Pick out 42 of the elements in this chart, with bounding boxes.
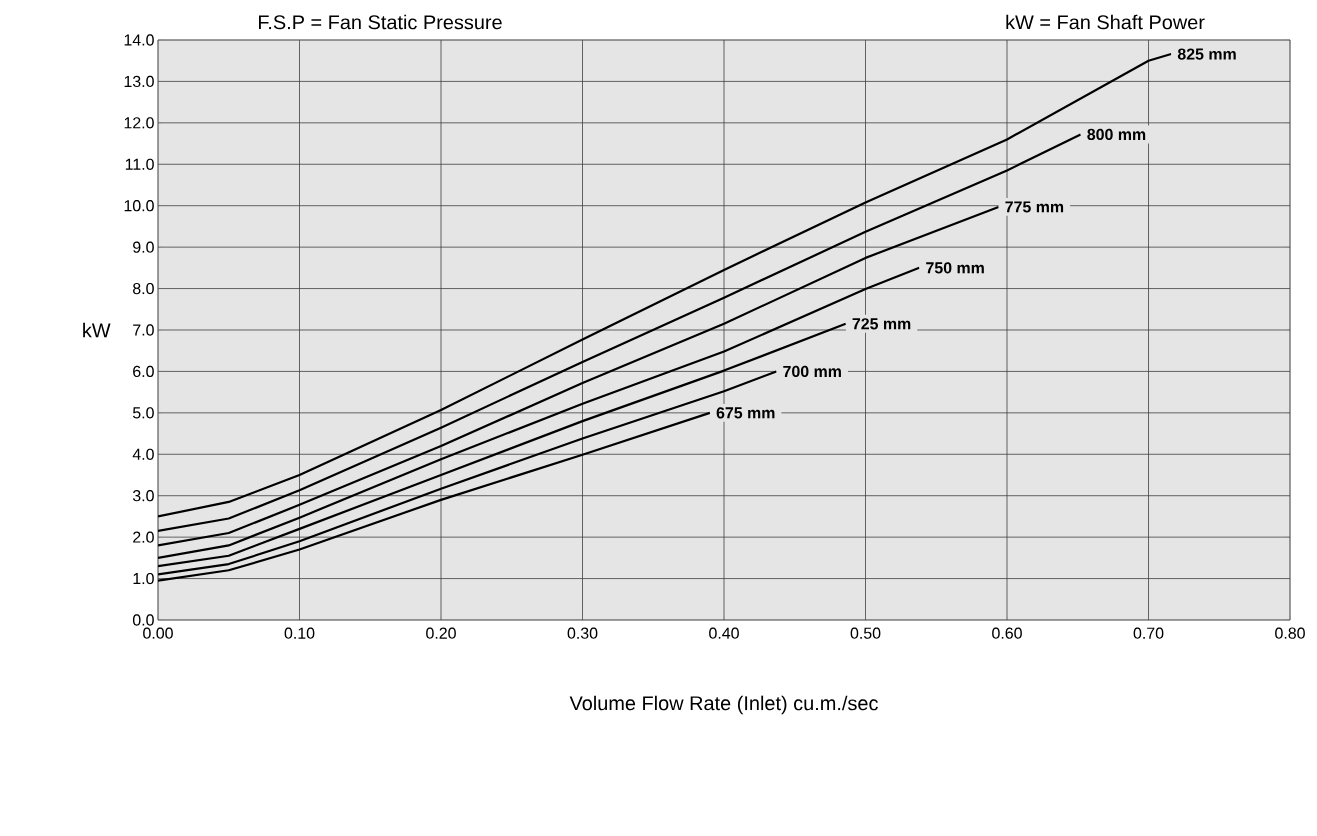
x-tick-label: 0.50 [850,627,881,639]
y-tick-label: 14.0 [124,34,154,46]
y-tick-label: 4.0 [132,448,154,460]
y-tick-label: 8.0 [133,282,154,295]
y-tick-label: 3.0 [132,490,154,502]
y-axis-title: kW [83,322,111,338]
line-series [158,370,778,576]
text: F.S.P = Fan Static Pressure [259,14,502,30]
x-tick-label: 0.00 [143,627,173,639]
line-series [158,411,711,582]
x-tick-label: 0.60 [992,627,1022,639]
x-tick-label: 0.40 [709,627,739,639]
y-tick-label: 11.0 [125,158,154,170]
y-tick-label: 7.0 [133,324,154,336]
series-label: 750 mm [926,262,984,274]
series-label: 700 mm [783,365,841,378]
line-series [158,205,1000,547]
series-label: 775 mm [1005,201,1064,213]
x-tick-label: 0.80 [1275,627,1305,639]
y-tick-label: 9.0 [133,241,154,253]
x-tick-label: 0.30 [567,627,598,639]
series-label: 725 mm [852,318,911,330]
y-tick-label: 1.0 [133,572,154,585]
text: kW = Fan Shaft Power [1006,14,1205,30]
x-tick-label: 0.10 [284,627,315,639]
x-axis-title: Volume Flow Rate (Inlet) cu.m./sec [569,695,878,715]
y-tick-label: 10.0 [124,200,154,212]
x-tick-label: 0.70 [1133,627,1164,639]
series-label: 825 mm [1177,48,1236,60]
y-tick-label: 13.0 [124,75,154,88]
y-tick-label: 2.0 [133,531,154,543]
line-series [158,133,1082,533]
line-series [158,52,1173,518]
y-tick-label: 12.0 [124,117,154,129]
y-tick-label: 5.0 [132,407,154,419]
line-series [158,322,847,568]
y-tick-label: 0.0 [132,614,154,626]
y-tick-label: 6.0 [133,365,154,378]
line-series [158,266,921,559]
series-label: 675 mm [716,407,775,419]
series-label: 800 mm [1087,128,1146,141]
x-tick-label: 0.20 [426,627,456,639]
